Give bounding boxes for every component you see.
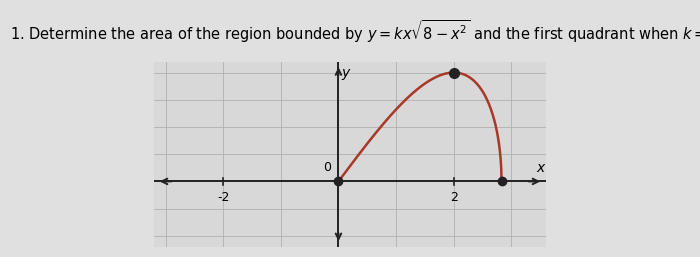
Text: y: y (342, 66, 350, 80)
Text: 1. Determine the area of the region bounded by $y = kx\sqrt{8-x^2}$ and the firs: 1. Determine the area of the region boun… (10, 19, 700, 49)
Text: -2: -2 (217, 191, 230, 204)
Text: 0: 0 (323, 161, 332, 174)
Text: 2: 2 (450, 191, 458, 204)
Text: x: x (536, 161, 545, 175)
